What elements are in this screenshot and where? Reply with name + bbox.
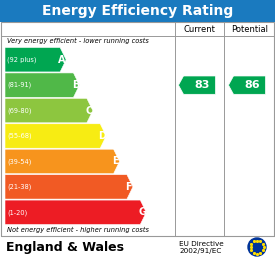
Text: Potential: Potential <box>231 25 268 34</box>
Polygon shape <box>229 76 265 94</box>
Polygon shape <box>5 175 133 199</box>
Text: A: A <box>58 55 66 65</box>
Text: Not energy efficient - higher running costs: Not energy efficient - higher running co… <box>7 227 149 233</box>
Polygon shape <box>5 73 79 97</box>
Text: B: B <box>72 80 79 90</box>
Text: (69-80): (69-80) <box>7 107 32 114</box>
Polygon shape <box>5 47 66 72</box>
Text: EU Directive
2002/91/EC: EU Directive 2002/91/EC <box>179 240 224 254</box>
Text: (21-38): (21-38) <box>7 184 31 190</box>
Polygon shape <box>5 98 93 123</box>
Text: 83: 83 <box>194 80 210 90</box>
Text: E: E <box>112 156 119 166</box>
Text: F: F <box>126 182 132 192</box>
Polygon shape <box>178 76 216 94</box>
Polygon shape <box>5 149 120 174</box>
Text: (55-68): (55-68) <box>7 133 32 139</box>
Text: G: G <box>138 207 146 217</box>
Text: (81-91): (81-91) <box>7 82 31 88</box>
Text: (92 plus): (92 plus) <box>7 57 37 63</box>
Text: 86: 86 <box>244 80 260 90</box>
Text: Very energy efficient - lower running costs: Very energy efficient - lower running co… <box>7 38 149 44</box>
Text: D: D <box>98 131 106 141</box>
Bar <box>0 0 275 22</box>
Text: Energy Efficiency Rating: Energy Efficiency Rating <box>42 4 233 18</box>
Circle shape <box>248 238 266 256</box>
Text: (39-54): (39-54) <box>7 158 31 165</box>
Bar <box>1 22 274 236</box>
Polygon shape <box>5 200 146 224</box>
Text: England & Wales: England & Wales <box>6 240 124 254</box>
Polygon shape <box>5 124 106 148</box>
Text: Current: Current <box>184 25 215 34</box>
Text: (1-20): (1-20) <box>7 209 27 215</box>
Text: C: C <box>85 106 92 116</box>
